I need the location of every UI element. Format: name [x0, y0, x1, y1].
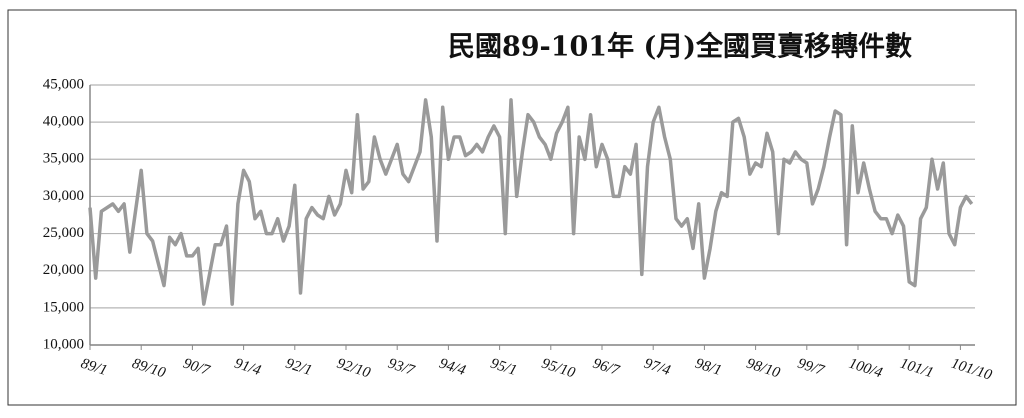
chart-title: 民國89-101年 (月)全國買賣移轉件數	[448, 31, 912, 63]
x-tick-label: 98/1	[693, 356, 723, 379]
y-tick-label: 15,000	[43, 299, 84, 315]
x-tick-label: 91/4	[232, 356, 263, 380]
x-tick-label: 90/7	[181, 356, 213, 380]
x-tick-label: 89/10	[130, 356, 168, 382]
x-tick-label: 98/10	[744, 356, 782, 382]
x-tick-label: 89/1	[79, 356, 109, 379]
x-tick-label: 92/10	[335, 356, 373, 382]
y-tick-label: 25,000	[43, 225, 84, 241]
x-tick-label: 95/10	[540, 356, 578, 382]
x-tick-label: 101/10	[949, 356, 994, 384]
y-tick-label: 45,000	[43, 76, 84, 92]
y-tick-label: 20,000	[43, 262, 84, 278]
y-tick-label: 40,000	[43, 114, 84, 130]
x-tick-label: 92/1	[284, 356, 314, 379]
y-tick-label: 10,000	[43, 336, 84, 352]
chart-frame	[7, 9, 1017, 406]
x-tick-label: 94/4	[437, 356, 468, 380]
x-tick-label: 97/4	[642, 356, 673, 380]
x-tick-label: 96/7	[591, 356, 623, 380]
x-tick-label: 101/1	[898, 356, 935, 382]
data-line	[88, 98, 974, 306]
y-tick-label: 30,000	[43, 188, 84, 204]
x-tick-label: 100/4	[847, 356, 885, 382]
x-tick-label: 93/7	[386, 356, 418, 380]
y-tick-label: 35,000	[43, 151, 84, 167]
x-tick-label: 95/1	[488, 356, 518, 379]
x-tick-label: 99/7	[796, 356, 828, 380]
